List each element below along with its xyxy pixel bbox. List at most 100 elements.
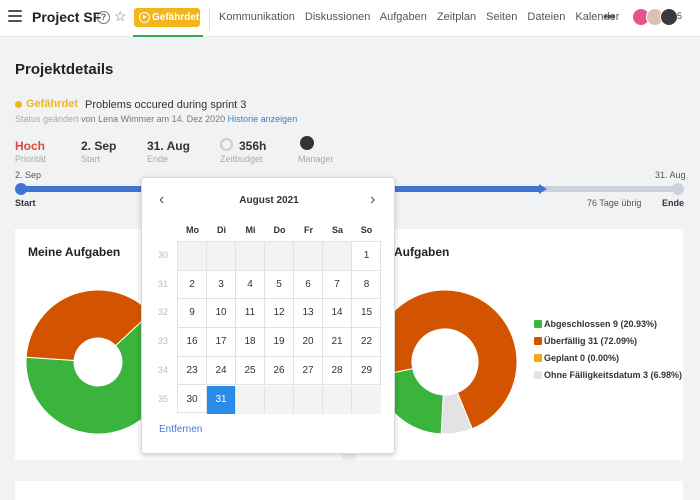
budget-value[interactable]: 356h xyxy=(239,139,267,153)
calendar-day[interactable]: 31 xyxy=(207,385,236,415)
calendar-day[interactable]: 19 xyxy=(265,328,294,357)
legend-label: Ohne Fälligkeitsdatum 3 (6.98%) xyxy=(544,370,683,380)
timeline-end-label: Ende xyxy=(662,198,685,208)
calendar-empty-cell xyxy=(323,242,352,271)
calendar-day[interactable]: 22 xyxy=(352,328,381,357)
timeline-start-knob xyxy=(15,183,27,195)
bottom-panel xyxy=(15,481,683,500)
legend-label: Überfällig 31 (72.09%) xyxy=(544,336,638,346)
star-icon[interactable]: ☆ xyxy=(114,8,127,24)
legend-label: Abgeschlossen 9 (20.93%) xyxy=(544,319,658,329)
nav-kommunikation[interactable]: Kommunikation xyxy=(219,11,295,23)
remove-date-link[interactable]: Entfernen xyxy=(159,424,203,435)
calendar-empty-cell xyxy=(265,385,294,415)
end-label: Ende xyxy=(147,154,169,164)
tasks-legend: Abgeschlossen 9 (20.93%) Überfällig 31 (… xyxy=(534,318,684,386)
nav-aufgaben[interactable]: Aufgaben xyxy=(379,11,427,23)
calendar-day[interactable]: 30 xyxy=(178,385,207,415)
legend-item[interactable]: Abgeschlossen 9 (20.93%) xyxy=(534,318,684,330)
week-number: 33 xyxy=(157,336,168,347)
end-value[interactable]: 31. Aug xyxy=(147,139,190,153)
legend-swatch xyxy=(534,320,542,328)
calendar-empty-cell xyxy=(178,242,207,271)
play-icon xyxy=(139,12,150,23)
weekday-label: Mo xyxy=(186,225,199,235)
calendar-day[interactable]: 7 xyxy=(323,270,352,300)
calendar-day[interactable]: 23 xyxy=(178,356,207,386)
page-title: Projektdetails xyxy=(15,61,114,78)
calendar-empty-cell xyxy=(265,242,294,271)
status-changed-info: Status geändert von Lena Wimmer am 14. D… xyxy=(15,114,297,124)
start-value[interactable]: 2. Sep xyxy=(81,139,117,153)
calendar-empty-cell xyxy=(236,242,265,271)
calendar-day[interactable]: 3 xyxy=(207,270,236,300)
status-changed-prefix: Status geändert xyxy=(15,114,79,124)
calendar-day[interactable]: 24 xyxy=(207,356,236,386)
calendar-empty-cell xyxy=(323,385,352,415)
calendar-day[interactable]: 28 xyxy=(323,356,352,386)
calendar-day[interactable]: 14 xyxy=(323,299,352,329)
nav-dateien[interactable]: Dateien xyxy=(527,11,566,23)
nav-diskussionen[interactable]: Diskussionen xyxy=(304,11,371,23)
nav-seiten[interactable]: Seiten xyxy=(486,11,518,23)
calendar-day[interactable]: 21 xyxy=(323,328,352,357)
calendar-day[interactable]: 20 xyxy=(294,328,323,357)
calendar-day[interactable]: 9 xyxy=(178,299,207,329)
nav-divider xyxy=(209,8,210,30)
status-description: Problems occured during sprint 3 xyxy=(85,99,247,111)
calendar-day[interactable]: 15 xyxy=(352,299,381,329)
week-number: 30 xyxy=(157,250,168,260)
weekday-label: Fr xyxy=(304,225,313,235)
calendar-day[interactable]: 11 xyxy=(236,299,265,329)
status-label: Gefährdet xyxy=(26,98,78,110)
nav-zeitplan[interactable]: Zeitplan xyxy=(436,11,477,23)
calendar-day[interactable]: 18 xyxy=(236,328,265,357)
status-underline xyxy=(133,35,203,37)
avatar[interactable] xyxy=(660,8,678,26)
calendar-day[interactable]: 6 xyxy=(294,270,323,300)
member-count[interactable]: 5 xyxy=(677,11,683,21)
weekday-label: Do xyxy=(273,225,286,235)
calendar-day[interactable]: 16 xyxy=(178,328,207,357)
calendar-day[interactable]: 2 xyxy=(178,270,207,300)
legend-item[interactable]: Geplant 0 (0.00%) xyxy=(534,352,684,364)
week-number: 34 xyxy=(157,364,168,375)
calendar-day[interactable]: 4 xyxy=(236,270,265,300)
calendar-day[interactable]: 10 xyxy=(207,299,236,329)
week-number: 35 xyxy=(157,393,168,404)
manager-label: Manager xyxy=(298,154,334,164)
project-nav: Kommunikation Diskussionen Aufgaben Zeit… xyxy=(219,11,626,23)
more-icon[interactable]: ••• xyxy=(603,8,616,24)
manager-avatar[interactable] xyxy=(300,136,314,150)
next-month-icon[interactable]: › xyxy=(370,191,376,208)
calendar-day[interactable]: 25 xyxy=(236,356,265,386)
legend-item[interactable]: Überfällig 31 (72.09%) xyxy=(534,335,684,347)
calendar-day[interactable]: 5 xyxy=(265,270,294,300)
calendar-day[interactable]: 13 xyxy=(294,299,323,329)
week-number: 32 xyxy=(157,307,168,318)
month-label: August 2021 xyxy=(239,195,299,206)
timeline-start-label: Start xyxy=(15,198,36,208)
legend-item[interactable]: Ohne Fälligkeitsdatum 3 (6.98%) xyxy=(534,369,684,381)
prev-month-icon[interactable]: ‹ xyxy=(159,191,165,208)
calendar-day[interactable]: 8 xyxy=(352,271,381,300)
history-link[interactable]: Historie anzeigen xyxy=(227,114,298,124)
calendar-day[interactable]: 29 xyxy=(352,357,381,386)
weekday-label: Sa xyxy=(331,225,343,235)
calendar-day[interactable]: 26 xyxy=(265,356,294,386)
calendar-day[interactable]: 17 xyxy=(207,328,236,357)
calendar-day[interactable]: 27 xyxy=(294,356,323,386)
help-icon[interactable]: ? xyxy=(97,11,110,24)
priority-value[interactable]: Hoch xyxy=(15,139,45,153)
menu-icon[interactable] xyxy=(8,10,22,22)
priority-label: Priorität xyxy=(15,154,47,164)
timeline-remaining: 76 Tage übrig xyxy=(587,198,642,208)
legend-swatch xyxy=(534,354,542,362)
calendar-day[interactable]: 12 xyxy=(265,299,294,329)
status-button[interactable]: Gefährdet xyxy=(134,8,200,27)
status-button-label: Gefährdet xyxy=(152,12,200,23)
weekday-label: So xyxy=(360,225,373,235)
nav-kalender[interactable]: Kalender xyxy=(575,11,620,23)
calendar-day[interactable]: 1 xyxy=(352,242,381,271)
